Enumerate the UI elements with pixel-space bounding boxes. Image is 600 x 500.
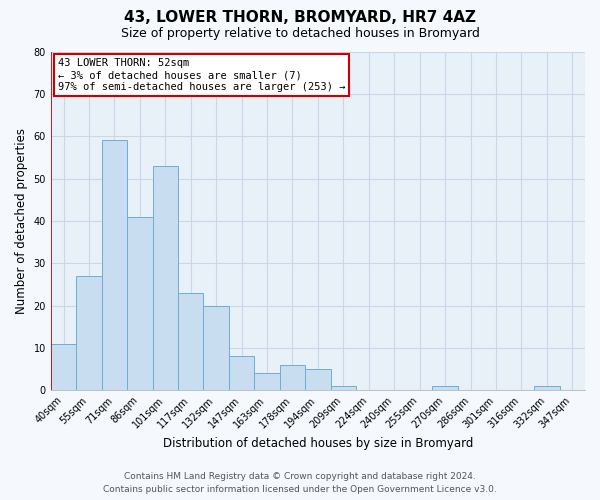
- Bar: [331, 386, 356, 390]
- Bar: [178, 293, 203, 390]
- Bar: [203, 306, 229, 390]
- Bar: [229, 356, 254, 390]
- Text: 43 LOWER THORN: 52sqm
← 3% of detached houses are smaller (7)
97% of semi-detach: 43 LOWER THORN: 52sqm ← 3% of detached h…: [58, 58, 345, 92]
- Y-axis label: Number of detached properties: Number of detached properties: [15, 128, 28, 314]
- Bar: [152, 166, 178, 390]
- Bar: [101, 140, 127, 390]
- Text: 43, LOWER THORN, BROMYARD, HR7 4AZ: 43, LOWER THORN, BROMYARD, HR7 4AZ: [124, 10, 476, 25]
- Bar: [51, 344, 76, 390]
- Bar: [76, 276, 101, 390]
- Bar: [254, 374, 280, 390]
- Bar: [305, 369, 331, 390]
- Bar: [433, 386, 458, 390]
- Bar: [280, 365, 305, 390]
- Text: Size of property relative to detached houses in Bromyard: Size of property relative to detached ho…: [121, 28, 479, 40]
- X-axis label: Distribution of detached houses by size in Bromyard: Distribution of detached houses by size …: [163, 437, 473, 450]
- Text: Contains HM Land Registry data © Crown copyright and database right 2024.
Contai: Contains HM Land Registry data © Crown c…: [103, 472, 497, 494]
- Bar: [534, 386, 560, 390]
- Bar: [127, 216, 152, 390]
